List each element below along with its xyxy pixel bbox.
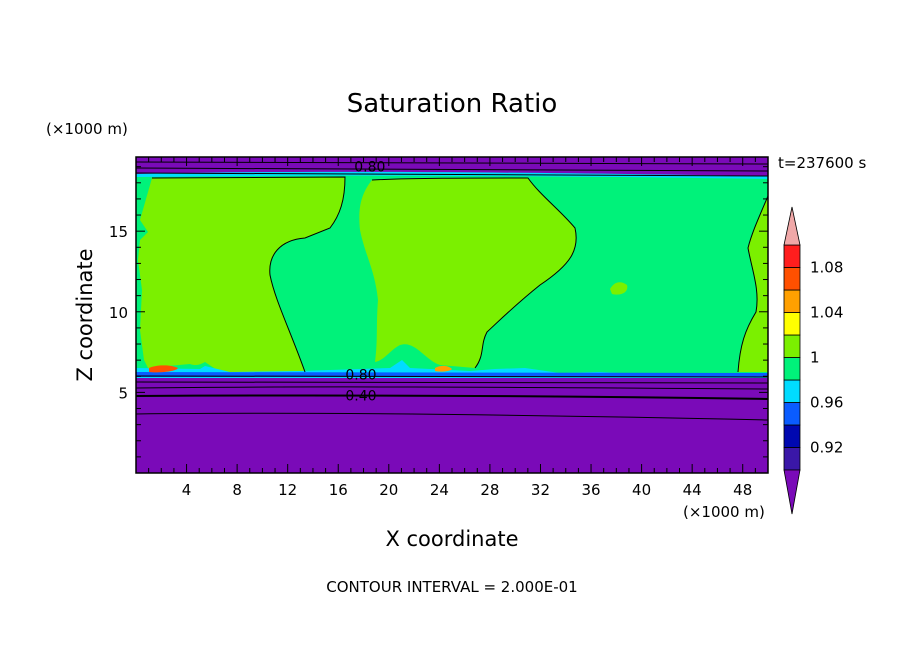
x-tick-label: 16 [329, 481, 348, 499]
colorbar-swatch [783, 402, 801, 426]
colorbar-swatch [783, 447, 801, 471]
y-tick-label: 15 [109, 223, 128, 241]
contour-label: 0.80 [354, 160, 385, 176]
x-tick-label: 8 [232, 481, 242, 499]
colorbar-swatch [783, 357, 801, 381]
x-tick-label: 28 [480, 481, 499, 499]
colorbar-swatch [783, 244, 801, 268]
colorbar-swatch [783, 424, 801, 448]
y-tick-label: 5 [118, 384, 128, 402]
contour-label: 0.40 [345, 389, 376, 405]
colorbar-swatch [783, 379, 801, 403]
supersaturated-region-middle [359, 178, 577, 368]
colorbar-label: 0.96 [810, 394, 843, 412]
contour-line [151, 176, 346, 373]
colorbar-label: 1.04 [810, 304, 843, 322]
supersaturated-region-left [138, 177, 345, 372]
colorbar-label: 1 [810, 349, 820, 367]
supersaturated-spot-middle [435, 365, 452, 372]
x-tick-label: 24 [430, 481, 449, 499]
colorbar: 0.92 0.96 1 1.04 1.08 [783, 206, 843, 515]
x-axis: 4 8 12 16 20 24 28 32 36 40 44 48 [148, 157, 756, 499]
colorbar-swatch [783, 334, 801, 358]
contour-line [371, 177, 577, 369]
contour-line [136, 394, 768, 400]
x-tick-label: 36 [581, 481, 600, 499]
plot-area [136, 157, 768, 473]
x-tick-label: 44 [683, 481, 702, 499]
y-axis-label: Z coordinate [73, 248, 97, 381]
contour-line [136, 412, 768, 421]
x-tick-label: 32 [531, 481, 550, 499]
y-axis: 5 10 15 [109, 166, 768, 458]
colorbar-underflow-arrow [783, 469, 801, 515]
contour-line [737, 195, 768, 373]
colorbar-overflow-arrow [783, 206, 801, 246]
colorbar-label: 1.08 [810, 259, 843, 277]
supersaturated-region-right [738, 196, 768, 372]
time-label: t=237600 s [778, 154, 866, 172]
y-unit-label: (×1000 m) [46, 120, 128, 138]
contour-label: 0.80 [345, 368, 376, 384]
x-tick-label: 40 [632, 481, 651, 499]
colorbar-swatch [783, 312, 801, 336]
chart-title: Saturation Ratio [347, 89, 558, 119]
colorbar-label: 0.92 [810, 439, 843, 457]
x-unit-label: (×1000 m) [683, 503, 765, 521]
x-tick-label: 48 [733, 481, 752, 499]
supersaturated-patch [610, 282, 628, 295]
x-tick-label: 12 [278, 481, 297, 499]
contour-interval-note: CONTOUR INTERVAL = 2.000E-01 [326, 578, 577, 596]
x-axis-label: X coordinate [385, 527, 518, 551]
contour-line [136, 386, 768, 390]
x-tick-label: 4 [182, 481, 192, 499]
colorbar-swatch [783, 267, 801, 291]
x-tick-label: 20 [379, 481, 398, 499]
supersaturated-spot-left [149, 365, 178, 373]
colorbar-swatch [783, 289, 801, 313]
y-tick-label: 10 [109, 304, 128, 322]
